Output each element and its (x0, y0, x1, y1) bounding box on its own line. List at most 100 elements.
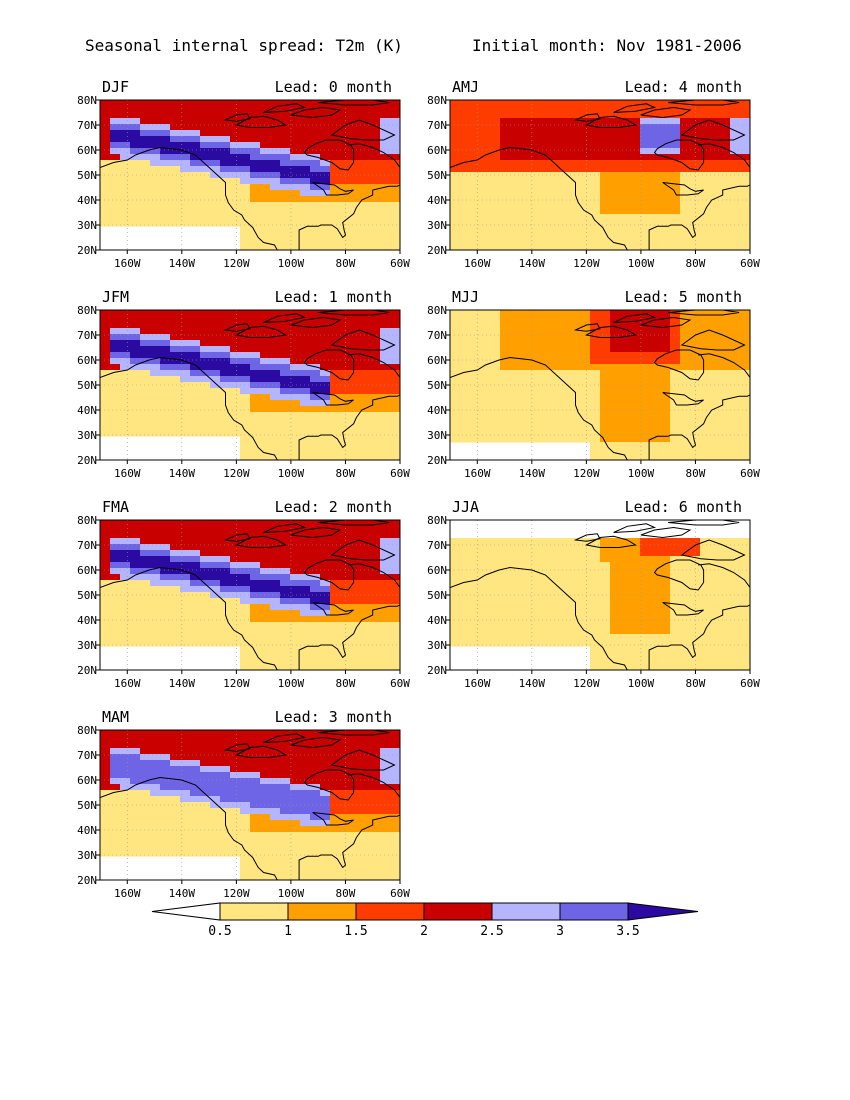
y-tick-label: 30N (77, 219, 97, 232)
spread-field (100, 310, 400, 460)
x-tick-label: 140W (169, 257, 196, 270)
y-tick-label: 60N (427, 354, 447, 367)
spread-field (450, 100, 750, 250)
coastlines (100, 520, 400, 670)
colorbar-level-label: 2 (420, 924, 428, 939)
y-tick-label: 30N (77, 639, 97, 652)
y-tick-label: 20N (77, 874, 97, 887)
y-tick-label: 60N (77, 354, 97, 367)
y-tick-label: 40N (427, 194, 447, 207)
x-tick-label: 80W (336, 467, 356, 480)
x-tick-label: 100W (278, 677, 305, 690)
spread-field (100, 520, 400, 670)
y-tick-label: 40N (427, 614, 447, 627)
y-tick-label: 40N (77, 824, 97, 837)
x-tick-label: 140W (519, 467, 546, 480)
coastlines (100, 310, 400, 460)
panel-lead-label: Lead: 2 month (275, 498, 392, 516)
map-panels: DJF Lead: 0 month 20N 30N 40N 50N 60N 70N 80N 160… (77, 78, 760, 900)
colorbar-level-label: 1.5 (344, 924, 367, 939)
y-tick-label: 30N (427, 219, 447, 232)
y-tick-label: 40N (77, 614, 97, 627)
colorbar-level-label: 2.5 (480, 924, 503, 939)
panel-lead-label: Lead: 6 month (625, 498, 742, 516)
panel-lead-label: Lead: 4 month (625, 78, 742, 96)
panel-season-label: AMJ (452, 78, 479, 96)
y-tick-label: 80N (77, 304, 97, 317)
colorbar-level-label: 1 (284, 924, 292, 939)
x-tick-label: 60W (740, 257, 760, 270)
x-tick-label: 140W (169, 467, 196, 480)
colorbar-bin (559, 902, 629, 921)
y-tick-label: 40N (427, 404, 447, 417)
panel-lead-label: Lead: 1 month (275, 288, 392, 306)
panel-season-label: JFM (102, 288, 129, 306)
y-tick-label: 20N (427, 454, 447, 467)
colorbar-bin (423, 902, 493, 921)
y-tick-label: 50N (427, 169, 447, 182)
y-tick-label: 80N (77, 514, 97, 527)
y-tick-label: 70N (77, 539, 97, 552)
y-tick-label: 20N (427, 664, 447, 677)
x-tick-label: 80W (686, 677, 706, 690)
y-tick-label: 30N (77, 849, 97, 862)
y-tick-label: 60N (77, 774, 97, 787)
y-tick-label: 70N (77, 119, 97, 132)
map-panel-mam: MAM Lead: 3 month 20N 30N 40N 50N 60N 70N 80N 160… (77, 708, 410, 900)
y-tick-label: 60N (77, 144, 97, 157)
coastlines (100, 730, 400, 880)
colorbar-legend: 0.5 1 1.5 2 2.5 3 3.5 (151, 902, 699, 939)
map-panel-jja: JJA Lead: 6 month 20N 30N 40N 50N 60N 70N 80N 160… (427, 498, 760, 690)
spread-field (450, 538, 750, 670)
y-tick-label: 50N (77, 379, 97, 392)
map-panel-jfm: JFM Lead: 1 month 20N 30N 40N 50N 60N 70N 80N 160… (77, 288, 410, 480)
panel-lead-label: Lead: 0 month (275, 78, 392, 96)
coastlines (450, 520, 750, 670)
y-tick-label: 50N (77, 169, 97, 182)
colorbar-level-label: 3 (556, 924, 564, 939)
y-tick-label: 30N (77, 429, 97, 442)
y-tick-label: 50N (427, 379, 447, 392)
y-tick-label: 70N (77, 329, 97, 342)
y-tick-label: 50N (77, 799, 97, 812)
y-tick-label: 60N (77, 564, 97, 577)
colorbar-level-label: 3.5 (616, 924, 639, 939)
y-tick-label: 70N (77, 749, 97, 762)
map-panel-fma: FMA Lead: 2 month 20N 30N 40N 50N 60N 70N 80N 160… (77, 498, 410, 690)
x-tick-label: 60W (390, 677, 410, 690)
x-tick-label: 160W (114, 467, 141, 480)
y-tick-label: 20N (77, 454, 97, 467)
y-tick-label: 80N (77, 94, 97, 107)
x-tick-label: 100W (628, 677, 655, 690)
spread-field (100, 100, 400, 250)
coastlines (450, 310, 750, 460)
y-tick-label: 40N (77, 194, 97, 207)
x-tick-label: 100W (278, 887, 305, 900)
x-tick-label: 140W (519, 677, 546, 690)
y-tick-label: 50N (427, 589, 447, 602)
panel-lead-label: Lead: 3 month (275, 708, 392, 726)
x-tick-label: 160W (114, 677, 141, 690)
x-tick-label: 80W (686, 467, 706, 480)
y-tick-label: 20N (77, 244, 97, 257)
y-tick-label: 80N (427, 514, 447, 527)
x-tick-label: 120W (223, 467, 250, 480)
x-tick-label: 120W (223, 887, 250, 900)
panel-season-label: JJA (452, 498, 479, 516)
x-tick-label: 120W (573, 677, 600, 690)
map-panel-mjj: MJJ Lead: 5 month 20N 30N 40N 50N 60N 70N 80N 160… (427, 288, 760, 480)
x-tick-label: 120W (573, 467, 600, 480)
y-tick-label: 30N (427, 429, 447, 442)
coastlines (450, 100, 750, 250)
x-tick-label: 100W (278, 467, 305, 480)
x-tick-label: 60W (740, 677, 760, 690)
panel-season-label: MJJ (452, 288, 479, 306)
colorbar-bin (355, 902, 425, 921)
figure-title: Seasonal internal spread: T2m (K) (85, 36, 403, 55)
x-tick-label: 140W (169, 887, 196, 900)
x-tick-label: 80W (336, 677, 356, 690)
coastlines (100, 100, 400, 250)
x-tick-label: 160W (114, 257, 141, 270)
colorbar-bin (491, 902, 561, 921)
y-tick-label: 80N (427, 304, 447, 317)
